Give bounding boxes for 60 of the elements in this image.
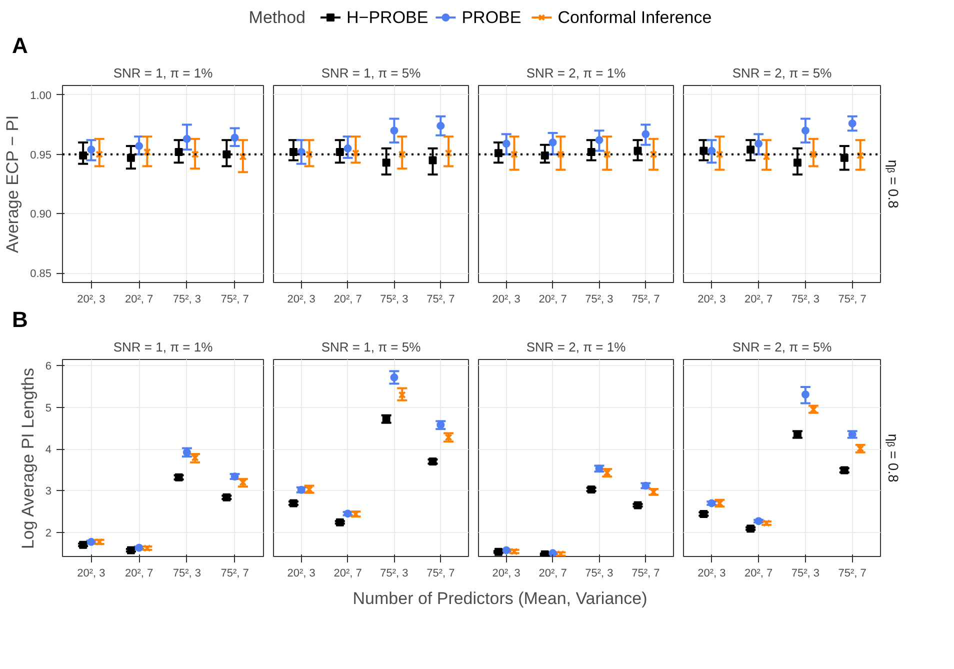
x-tick-label: 20², 3: [287, 294, 316, 306]
text: B: [12, 307, 28, 332]
y-axis-title: Average ECP − PI: [3, 115, 22, 254]
x-tick-label: 75², 3: [172, 568, 202, 580]
x-tick-label: 75², 3: [585, 568, 614, 580]
x-tick-label: 20², 3: [492, 294, 520, 306]
chart-title: SNR = 1, π = 1%: [113, 66, 214, 80]
x-tick-label: 75², 7: [426, 294, 455, 306]
y-tick-label: 0.85: [30, 268, 52, 280]
legend-label: Conformal Inference: [558, 8, 712, 27]
legend-label: PROBE: [462, 8, 522, 27]
x-tick-label: 20², 7: [744, 294, 773, 306]
y-tick-label: 4: [45, 444, 52, 456]
x-tick-label: 20², 7: [334, 568, 362, 580]
x-tick-label: 75², 7: [220, 294, 249, 306]
y-tick-label: 3: [45, 486, 52, 498]
x-tick-label: 75², 7: [220, 568, 249, 580]
x-tick-label: 20², 7: [538, 294, 567, 306]
x-tick-label: 20², 7: [125, 568, 154, 580]
x-tick-label: 20², 7: [744, 568, 773, 580]
x-tick-label: 20², 3: [698, 294, 726, 306]
x-tick-label: 20², 3: [77, 294, 106, 306]
x-tick-label: 75², 7: [632, 568, 660, 580]
x-tick-label: 75², 3: [172, 294, 202, 306]
y-axis-title: Log Average PI Lengths: [18, 368, 38, 550]
legend-label: H−PROBE: [346, 8, 428, 27]
y-tick-label: 0.90: [30, 208, 52, 221]
x-tick-label: 75², 3: [380, 294, 408, 306]
x-tick-label: 75², 7: [838, 294, 866, 306]
legend-title: Method: [248, 8, 306, 27]
x-tick-label: 20², 3: [77, 568, 106, 580]
x-tick-label: 20², 7: [125, 294, 154, 306]
x-tick-label: 20², 7: [334, 294, 362, 306]
x-tick-label: 75², 7: [838, 568, 866, 580]
chart-title: SNR = 1, π = 5%: [321, 340, 422, 354]
text: ηᵦ = 0.8: [886, 434, 902, 483]
y-tick-label: 6: [45, 360, 52, 373]
y-tick-label: 2: [45, 527, 52, 540]
x-tick-label: 75², 3: [791, 568, 820, 580]
chart-title: SNR = 1, π = 5%: [321, 66, 422, 80]
x-tick-label: 75², 7: [426, 568, 455, 580]
x-tick-label: 20², 3: [492, 568, 520, 580]
x-tick-label: 20², 3: [287, 568, 316, 580]
x-axis-title: Number of Predictors (Mean, Variance): [352, 588, 648, 610]
x-tick-label: 75², 3: [585, 294, 614, 306]
x-tick-label: 20², 3: [698, 568, 726, 580]
text: A: [12, 33, 28, 58]
chart-title: SNR = 1, π = 1%: [113, 340, 214, 354]
x-tick-label: 75², 3: [380, 568, 408, 580]
chart-title: SNR = 2, π = 1%: [526, 66, 626, 80]
x-tick-label: 75², 7: [632, 294, 660, 306]
x-tick-label: 20², 7: [538, 568, 567, 580]
chart-title: SNR = 2, π = 5%: [732, 340, 832, 354]
chart-title: SNR = 2, π = 1%: [526, 340, 626, 354]
chart-title: SNR = 2, π = 5%: [732, 66, 832, 80]
y-tick-label: 0.95: [30, 149, 52, 162]
x-tick-label: 75², 3: [791, 294, 820, 306]
y-tick-label: 5: [45, 402, 52, 414]
y-tick-label: 1.00: [30, 90, 52, 102]
text: ηᵦ = 0.8: [886, 160, 902, 209]
